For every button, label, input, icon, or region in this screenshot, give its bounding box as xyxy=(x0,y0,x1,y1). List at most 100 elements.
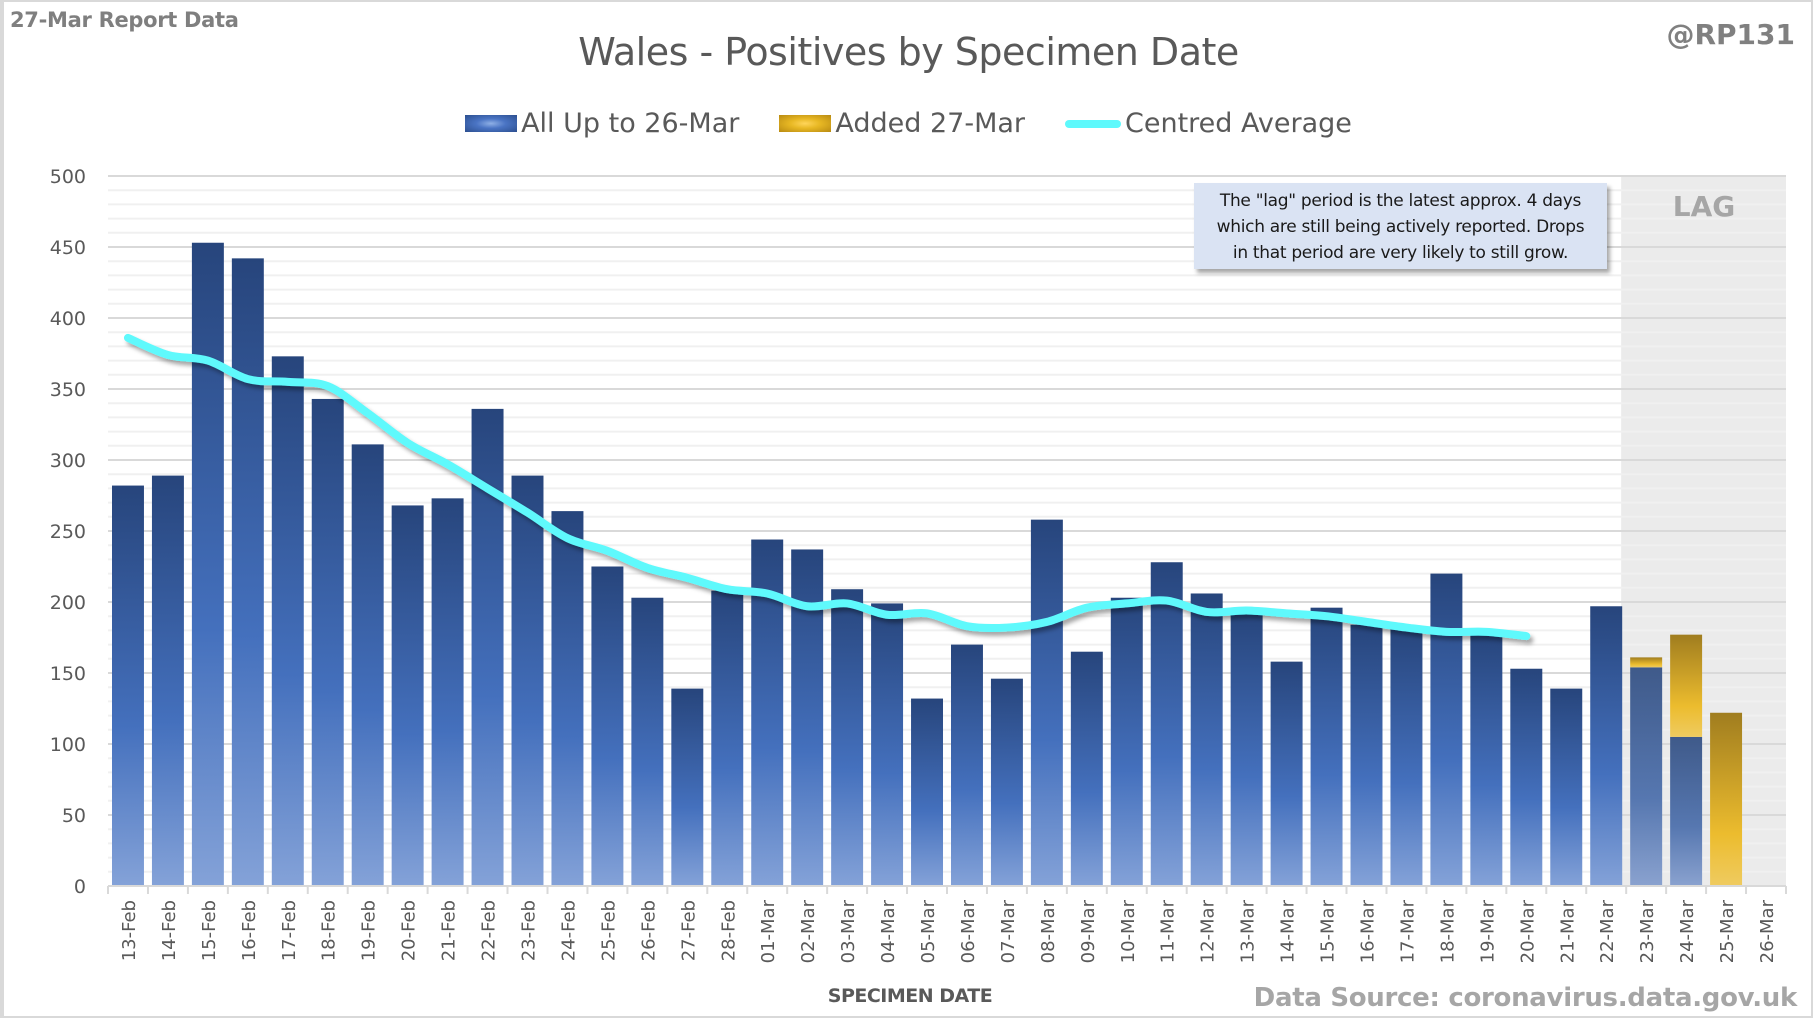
x-tick-label: 21-Feb xyxy=(439,900,460,961)
x-tick-label: 09-Mar xyxy=(1078,899,1099,963)
bar-all-up-to-26-mar xyxy=(271,356,304,887)
blue-bar-swatch-icon xyxy=(465,115,518,132)
x-tick-label: 12-Mar xyxy=(1198,899,1219,963)
x-tick-label: 06-Mar xyxy=(958,899,979,963)
bar-all-up-to-26-mar xyxy=(1590,606,1623,886)
bar-all-up-to-26-mar xyxy=(511,475,544,886)
y-tick-label: 150 xyxy=(50,663,86,685)
x-tick-label: 25-Mar xyxy=(1717,899,1738,963)
x-tick-label: 28-Feb xyxy=(718,900,739,961)
bar-all-up-to-26-mar xyxy=(631,597,664,886)
bar-all-up-to-26-mar xyxy=(871,603,904,886)
centred-average-line xyxy=(123,333,1531,641)
y-tick-label: 400 xyxy=(50,308,86,330)
bar-all-up-to-26-mar xyxy=(231,258,264,886)
bar-all-up-to-26-mar xyxy=(351,444,384,886)
x-tick-label: 11-Mar xyxy=(1158,899,1179,963)
bar-all-up-to-26-mar xyxy=(671,688,704,886)
x-tick-label: 22-Mar xyxy=(1597,899,1618,963)
bar-all-up-to-26-mar xyxy=(191,242,224,887)
x-tick-label: 08-Mar xyxy=(1038,899,1059,963)
x-tick-label: 14-Feb xyxy=(159,900,180,961)
bar-all-up-to-26-mar xyxy=(950,644,983,886)
bar-all-up-to-26-mar xyxy=(391,505,424,886)
data-source: Data Source: coronavirus.data.gov.uk xyxy=(1253,983,1798,1013)
bar-all-up-to-26-mar xyxy=(1270,661,1303,886)
bar-all-up-to-26-mar xyxy=(1310,607,1343,886)
x-tick-label: 23-Mar xyxy=(1637,899,1658,963)
x-tick-label: 13-Feb xyxy=(119,900,140,961)
x-tick-label: 10-Mar xyxy=(1118,899,1139,963)
lag-annotation-box: The "lag" period is the latest approx. 4… xyxy=(1194,183,1607,269)
x-tick-label: 14-Mar xyxy=(1278,899,1299,963)
bar-all-up-to-26-mar xyxy=(1510,668,1543,886)
x-tick-label: 18-Feb xyxy=(319,900,340,961)
y-tick-label: 0 xyxy=(74,876,86,898)
x-tick-label: 23-Feb xyxy=(519,900,540,961)
bar-added-27-mar xyxy=(1670,634,1703,737)
y-tick-label: 500 xyxy=(50,166,86,188)
bar-all-up-to-26-mar xyxy=(111,485,144,886)
bar-all-up-to-26-mar xyxy=(990,678,1023,886)
bar-all-up-to-26-mar xyxy=(1470,633,1503,886)
bar-all-up-to-26-mar xyxy=(1630,667,1663,886)
legend-label: Added 27-Mar xyxy=(835,108,1026,139)
x-tick-label: 21-Mar xyxy=(1557,899,1578,963)
annotation-line: which are still being actively reported.… xyxy=(1216,217,1585,237)
bar-all-up-to-26-mar xyxy=(1430,573,1463,886)
bar-all-up-to-26-mar xyxy=(911,698,944,886)
x-tick-label: 24-Mar xyxy=(1677,899,1698,963)
x-tick-label: 17-Mar xyxy=(1397,899,1418,963)
x-tick-label: 16-Feb xyxy=(239,900,260,961)
x-tick-label: 26-Feb xyxy=(638,900,659,961)
x-tick-label: 13-Mar xyxy=(1238,899,1259,963)
legend-item-all-up-to: All Up to 26-Mar xyxy=(465,108,739,139)
annotation-line: in that period are very likely to still … xyxy=(1232,243,1569,263)
y-tick-label: 350 xyxy=(50,379,86,401)
bar-all-up-to-26-mar xyxy=(1150,562,1183,886)
y-tick-label: 200 xyxy=(50,592,86,614)
y-tick-label: 450 xyxy=(50,237,86,259)
bar-all-up-to-26-mar xyxy=(1350,624,1383,886)
x-tick-label: 07-Mar xyxy=(998,899,1019,963)
x-tick-label: 01-Mar xyxy=(758,899,779,963)
bar-all-up-to-26-mar xyxy=(1110,597,1143,886)
y-tick-label: 300 xyxy=(50,450,86,472)
legend-item-centred-average: Centred Average xyxy=(1065,108,1352,139)
bar-all-up-to-26-mar xyxy=(151,475,184,886)
legend-label: All Up to 26-Mar xyxy=(521,108,740,139)
x-tick-label: 19-Mar xyxy=(1477,899,1498,963)
bar-all-up-to-26-mar xyxy=(431,498,464,886)
bar-added-27-mar xyxy=(1630,657,1663,668)
x-tick-label: 15-Mar xyxy=(1318,899,1339,963)
bar-all-up-to-26-mar xyxy=(311,398,344,886)
annotation-line: The "lag" period is the latest approx. 4… xyxy=(1219,191,1582,211)
x-tick-label: 02-Mar xyxy=(798,899,819,963)
x-tick-label: 20-Mar xyxy=(1517,899,1538,963)
x-tick-label: 25-Feb xyxy=(598,900,619,961)
bar-all-up-to-26-mar xyxy=(591,566,624,886)
x-tick-label: 22-Feb xyxy=(479,900,500,961)
lag-label: LAG xyxy=(1672,190,1736,223)
x-tick-label: 15-Feb xyxy=(199,900,220,961)
x-axis-title: SPECIMEN DATE xyxy=(827,985,993,1007)
y-tick-label: 250 xyxy=(50,521,86,543)
x-tick-label: 26-Mar xyxy=(1757,899,1778,963)
x-tick-label: 18-Mar xyxy=(1437,899,1458,963)
x-tick-label: 16-Mar xyxy=(1358,899,1379,963)
x-tick-label: 05-Mar xyxy=(918,899,939,963)
x-tick-label: 24-Feb xyxy=(558,900,579,961)
chart-title: Wales - Positives by Specimen Date xyxy=(578,30,1239,74)
cyan-line-swatch-icon xyxy=(1065,119,1122,128)
legend: All Up to 26-Mar Added 27-Mar Centred Av… xyxy=(0,108,1817,139)
bar-all-up-to-26-mar xyxy=(1670,736,1703,886)
report-date-label: 27-Mar Report Data xyxy=(10,8,239,32)
x-tick-label: 20-Feb xyxy=(399,900,420,961)
bar-added-27-mar xyxy=(1710,712,1743,886)
bar-all-up-to-26-mar xyxy=(1070,651,1103,886)
bar-all-up-to-26-mar xyxy=(831,589,864,886)
x-tick-label: 04-Mar xyxy=(878,899,899,963)
y-tick-label: 50 xyxy=(62,805,86,827)
